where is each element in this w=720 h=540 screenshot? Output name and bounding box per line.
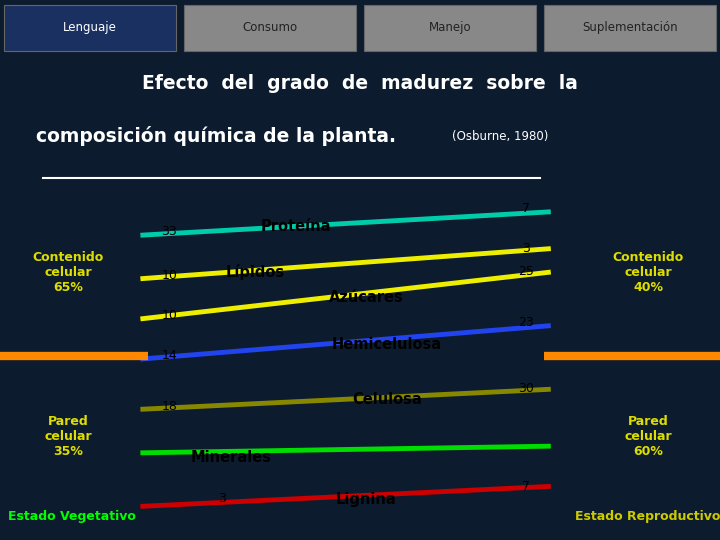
Text: composición química de la planta.: composición química de la planta.	[36, 126, 396, 146]
FancyBboxPatch shape	[544, 4, 716, 51]
Text: Celulosa: Celulosa	[352, 393, 421, 408]
Text: Consumo: Consumo	[243, 21, 297, 33]
Text: 3: 3	[522, 242, 530, 255]
Text: Manejo: Manejo	[428, 21, 472, 33]
Text: Proteína: Proteína	[261, 219, 332, 234]
Text: Estado Reproductivo: Estado Reproductivo	[575, 510, 720, 523]
Text: Pared
celular
60%: Pared celular 60%	[624, 415, 672, 457]
Text: Pared
celular
35%: Pared celular 35%	[45, 415, 92, 457]
Text: Minerales: Minerales	[190, 450, 271, 465]
Text: 25: 25	[518, 265, 534, 278]
Text: 7: 7	[522, 481, 530, 494]
FancyBboxPatch shape	[4, 4, 176, 51]
Text: 33: 33	[161, 225, 177, 238]
Text: Efecto  del  grado  de  madurez  sobre  la: Efecto del grado de madurez sobre la	[142, 73, 578, 93]
Text: Lípidos: Lípidos	[226, 264, 285, 280]
FancyBboxPatch shape	[364, 4, 536, 51]
Text: Hemicelulosa: Hemicelulosa	[332, 336, 441, 352]
Text: 3: 3	[219, 491, 226, 504]
Text: 14: 14	[161, 349, 177, 362]
Text: 10: 10	[161, 269, 177, 282]
Text: 10: 10	[161, 309, 177, 322]
Text: Contenido
celular
40%: Contenido celular 40%	[613, 251, 683, 294]
Text: 23: 23	[518, 316, 534, 329]
Text: Lenguaje: Lenguaje	[63, 21, 117, 33]
Text: Suplementación: Suplementación	[582, 21, 678, 33]
Text: Contenido
celular
65%: Contenido celular 65%	[33, 251, 104, 294]
Text: Lignina: Lignina	[336, 492, 397, 507]
Text: Estado Vegetativo: Estado Vegetativo	[8, 510, 136, 523]
FancyBboxPatch shape	[184, 4, 356, 51]
Text: 7: 7	[522, 202, 530, 215]
Text: 30: 30	[518, 382, 534, 395]
Text: (Osburne, 1980): (Osburne, 1980)	[452, 130, 549, 143]
Text: Azúcares: Azúcares	[329, 289, 403, 305]
Text: 18: 18	[161, 400, 177, 413]
